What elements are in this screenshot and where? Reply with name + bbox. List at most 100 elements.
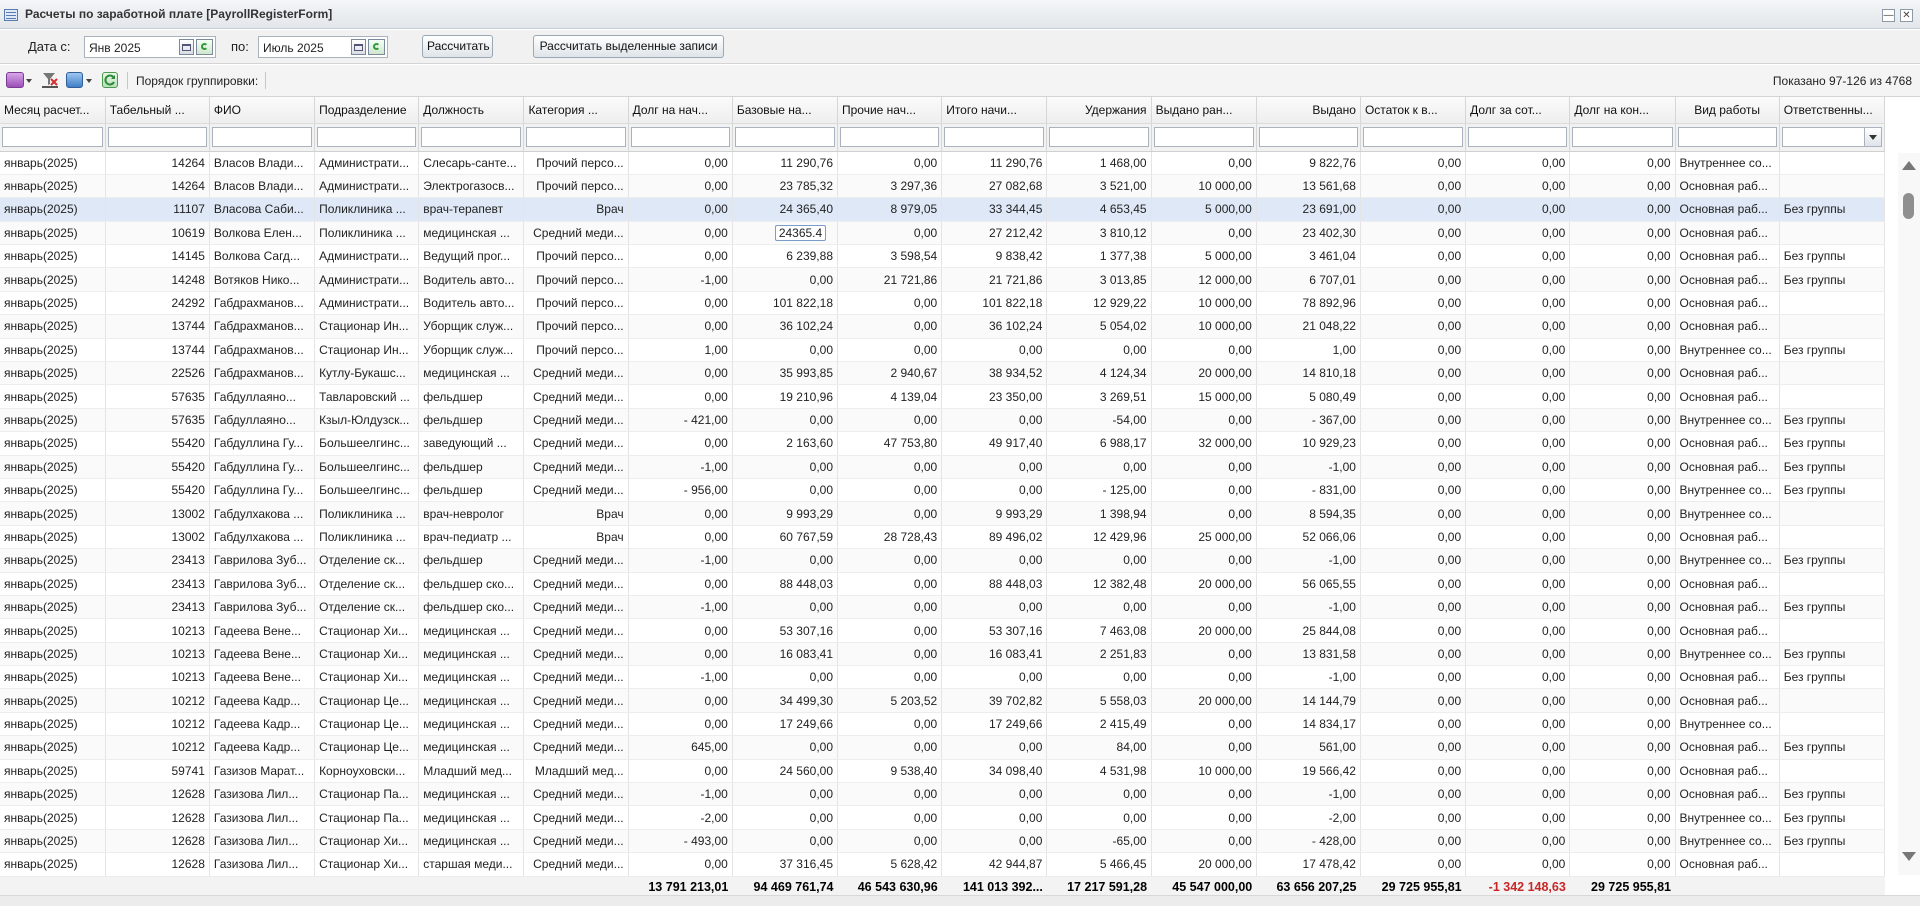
table-cell[interactable] [1779,501,1886,526]
table-cell[interactable]: фельдшер [418,455,525,479]
table-cell[interactable]: Без группы [1779,642,1886,667]
table-cell[interactable]: 39 702,82 [941,688,1048,713]
table-cell[interactable] [1779,314,1886,339]
table-cell[interactable]: -65,00 [1046,829,1152,854]
table-cell[interactable]: 8 979,05 [837,197,943,222]
table-cell[interactable] [1779,759,1886,784]
table-cell[interactable]: фельдшер [418,548,525,573]
table-cell[interactable]: Врач [523,525,629,550]
table-cell[interactable]: - 125,00 [1046,478,1152,503]
table-cell[interactable]: 0,00 [1465,782,1571,807]
table-cell[interactable]: январь(2025) [0,197,106,222]
table-cell[interactable]: 0,00 [1360,244,1467,269]
filter-input[interactable] [1049,127,1149,147]
table-cell[interactable]: 0,00 [1151,338,1257,363]
table-cell[interactable]: Электрогазосв... [418,174,525,199]
table-cell[interactable]: 3 461,04 [1256,244,1361,269]
table-cell[interactable]: 27 212,42 [941,221,1048,246]
table-cell[interactable]: 0,00 [628,291,733,316]
table-cell[interactable]: 17 478,42 [1256,852,1361,877]
table-cell[interactable]: 5 054,02 [1046,314,1152,339]
table-cell[interactable]: 89 496,02 [941,525,1048,550]
table-cell[interactable]: 0,00 [837,782,943,807]
table-cell[interactable]: 0,00 [1465,314,1571,339]
table-cell[interactable]: - 421,00 [628,408,733,433]
table-cell[interactable]: Габдуллаяно... [209,384,316,409]
table-cell[interactable]: Младший мед... [523,759,629,784]
table-cell[interactable]: Средний меди... [523,642,629,667]
table-row[interactable]: январь(2025) 11107 Власова Саби... Поликлин… [0,197,1886,222]
table-cell[interactable]: 10 000,00 [1151,314,1257,339]
table-cell[interactable]: 3 598,54 [837,244,943,269]
table-cell[interactable]: Средний меди... [523,384,629,409]
table-cell[interactable]: 101 822,18 [941,291,1048,316]
table-cell[interactable]: медицинская ... [418,642,525,667]
table-cell[interactable]: Администрати... [314,291,420,316]
table-cell[interactable]: 25 000,00 [1151,525,1257,550]
table-cell[interactable]: Без группы [1779,408,1886,433]
table-cell[interactable]: Без группы [1779,197,1886,222]
table-cell[interactable]: Стационар Ин... [314,314,420,339]
table-cell[interactable]: 0,00 [1360,548,1467,573]
table-cell[interactable]: Отделение ск... [314,595,420,620]
table-cell[interactable]: -1,00 [1256,548,1361,573]
table-cell[interactable]: 20 000,00 [1151,572,1257,596]
table-cell[interactable]: Прочий персо... [523,314,629,339]
table-cell[interactable]: 0,00 [1046,548,1152,573]
table-cell[interactable]: 0,00 [1360,431,1467,456]
table-cell[interactable]: 13 561,68 [1256,174,1361,199]
table-cell[interactable]: 56 065,55 [1256,572,1361,596]
table-cell[interactable]: Газизова Лил... [209,852,316,877]
table-cell[interactable]: Вотяков Нико... [209,267,316,292]
column-header[interactable]: Табельный ... [105,97,210,124]
column-header[interactable]: Должность [418,97,525,124]
table-cell[interactable]: Основная раб... [1675,665,1780,690]
table-cell[interactable]: Габдрахманов... [209,314,316,339]
table-cell[interactable]: 52 066,06 [1256,525,1361,550]
table-cell[interactable]: 0,00 [1360,759,1467,784]
table-cell[interactable]: Без группы [1779,267,1886,292]
table-cell[interactable]: 19 566,42 [1256,759,1361,784]
table-cell[interactable]: врач-невролог [418,501,525,526]
table-cell[interactable]: - 956,00 [628,478,733,503]
table-cell[interactable]: 9 822,76 [1256,151,1361,175]
table-row[interactable]: январь(2025) 57635 Габдуллаяно... Тавларовс… [0,384,1886,409]
table-cell[interactable]: 0,00 [1569,829,1676,854]
table-cell[interactable]: 0,00 [732,478,839,503]
table-cell[interactable]: 53 307,16 [732,618,839,643]
chevron-down-icon[interactable] [26,79,32,83]
table-cell[interactable]: 0,00 [1465,688,1571,713]
table-cell[interactable]: Средний меди... [523,712,629,737]
table-cell[interactable]: 9 538,40 [837,759,943,784]
table-cell[interactable]: 14 144,79 [1256,688,1361,713]
table-cell[interactable]: Габдуллина Гу... [209,431,316,456]
table-cell[interactable]: 0,00 [1360,735,1467,760]
table-cell[interactable]: 14 834,17 [1256,712,1361,737]
table-cell[interactable]: 6 988,17 [1046,431,1152,456]
table-row[interactable]: январь(2025) 14264 Власов Влади... Админист… [0,151,1886,175]
table-cell[interactable]: Основная раб... [1675,688,1780,713]
table-cell[interactable]: 23413 [105,595,210,620]
table-cell[interactable]: 0,00 [1360,712,1467,737]
table-cell[interactable]: 16 083,41 [941,642,1048,667]
actions-menu-icon[interactable] [6,72,24,88]
table-cell[interactable]: Отделение ск... [314,548,420,573]
table-cell[interactable]: 8 594,35 [1256,501,1361,526]
table-cell[interactable]: 0,00 [1465,759,1571,784]
table-cell[interactable]: Гаврилова Зуб... [209,548,316,573]
table-cell[interactable]: 0,00 [628,712,733,737]
table-cell[interactable]: 5 466,45 [1046,852,1152,877]
table-cell[interactable]: Основная раб... [1675,384,1780,409]
table-cell[interactable]: январь(2025) [0,244,106,269]
table-cell[interactable]: Администрати... [314,244,420,269]
table-cell[interactable]: 0,00 [837,408,943,433]
table-cell[interactable]: 0,00 [837,642,943,667]
table-cell[interactable]: Средний меди... [523,548,629,573]
table-cell[interactable]: 0,00 [1151,805,1257,830]
table-cell[interactable]: старшая меди... [418,852,525,877]
table-cell[interactable]: фельдшер ско... [418,595,525,620]
table-cell[interactable]: 10213 [105,642,210,667]
table-cell[interactable]: Прочий персо... [523,267,629,292]
table-cell[interactable]: 5 000,00 [1151,244,1257,269]
table-cell[interactable]: 0,00 [1151,712,1257,737]
